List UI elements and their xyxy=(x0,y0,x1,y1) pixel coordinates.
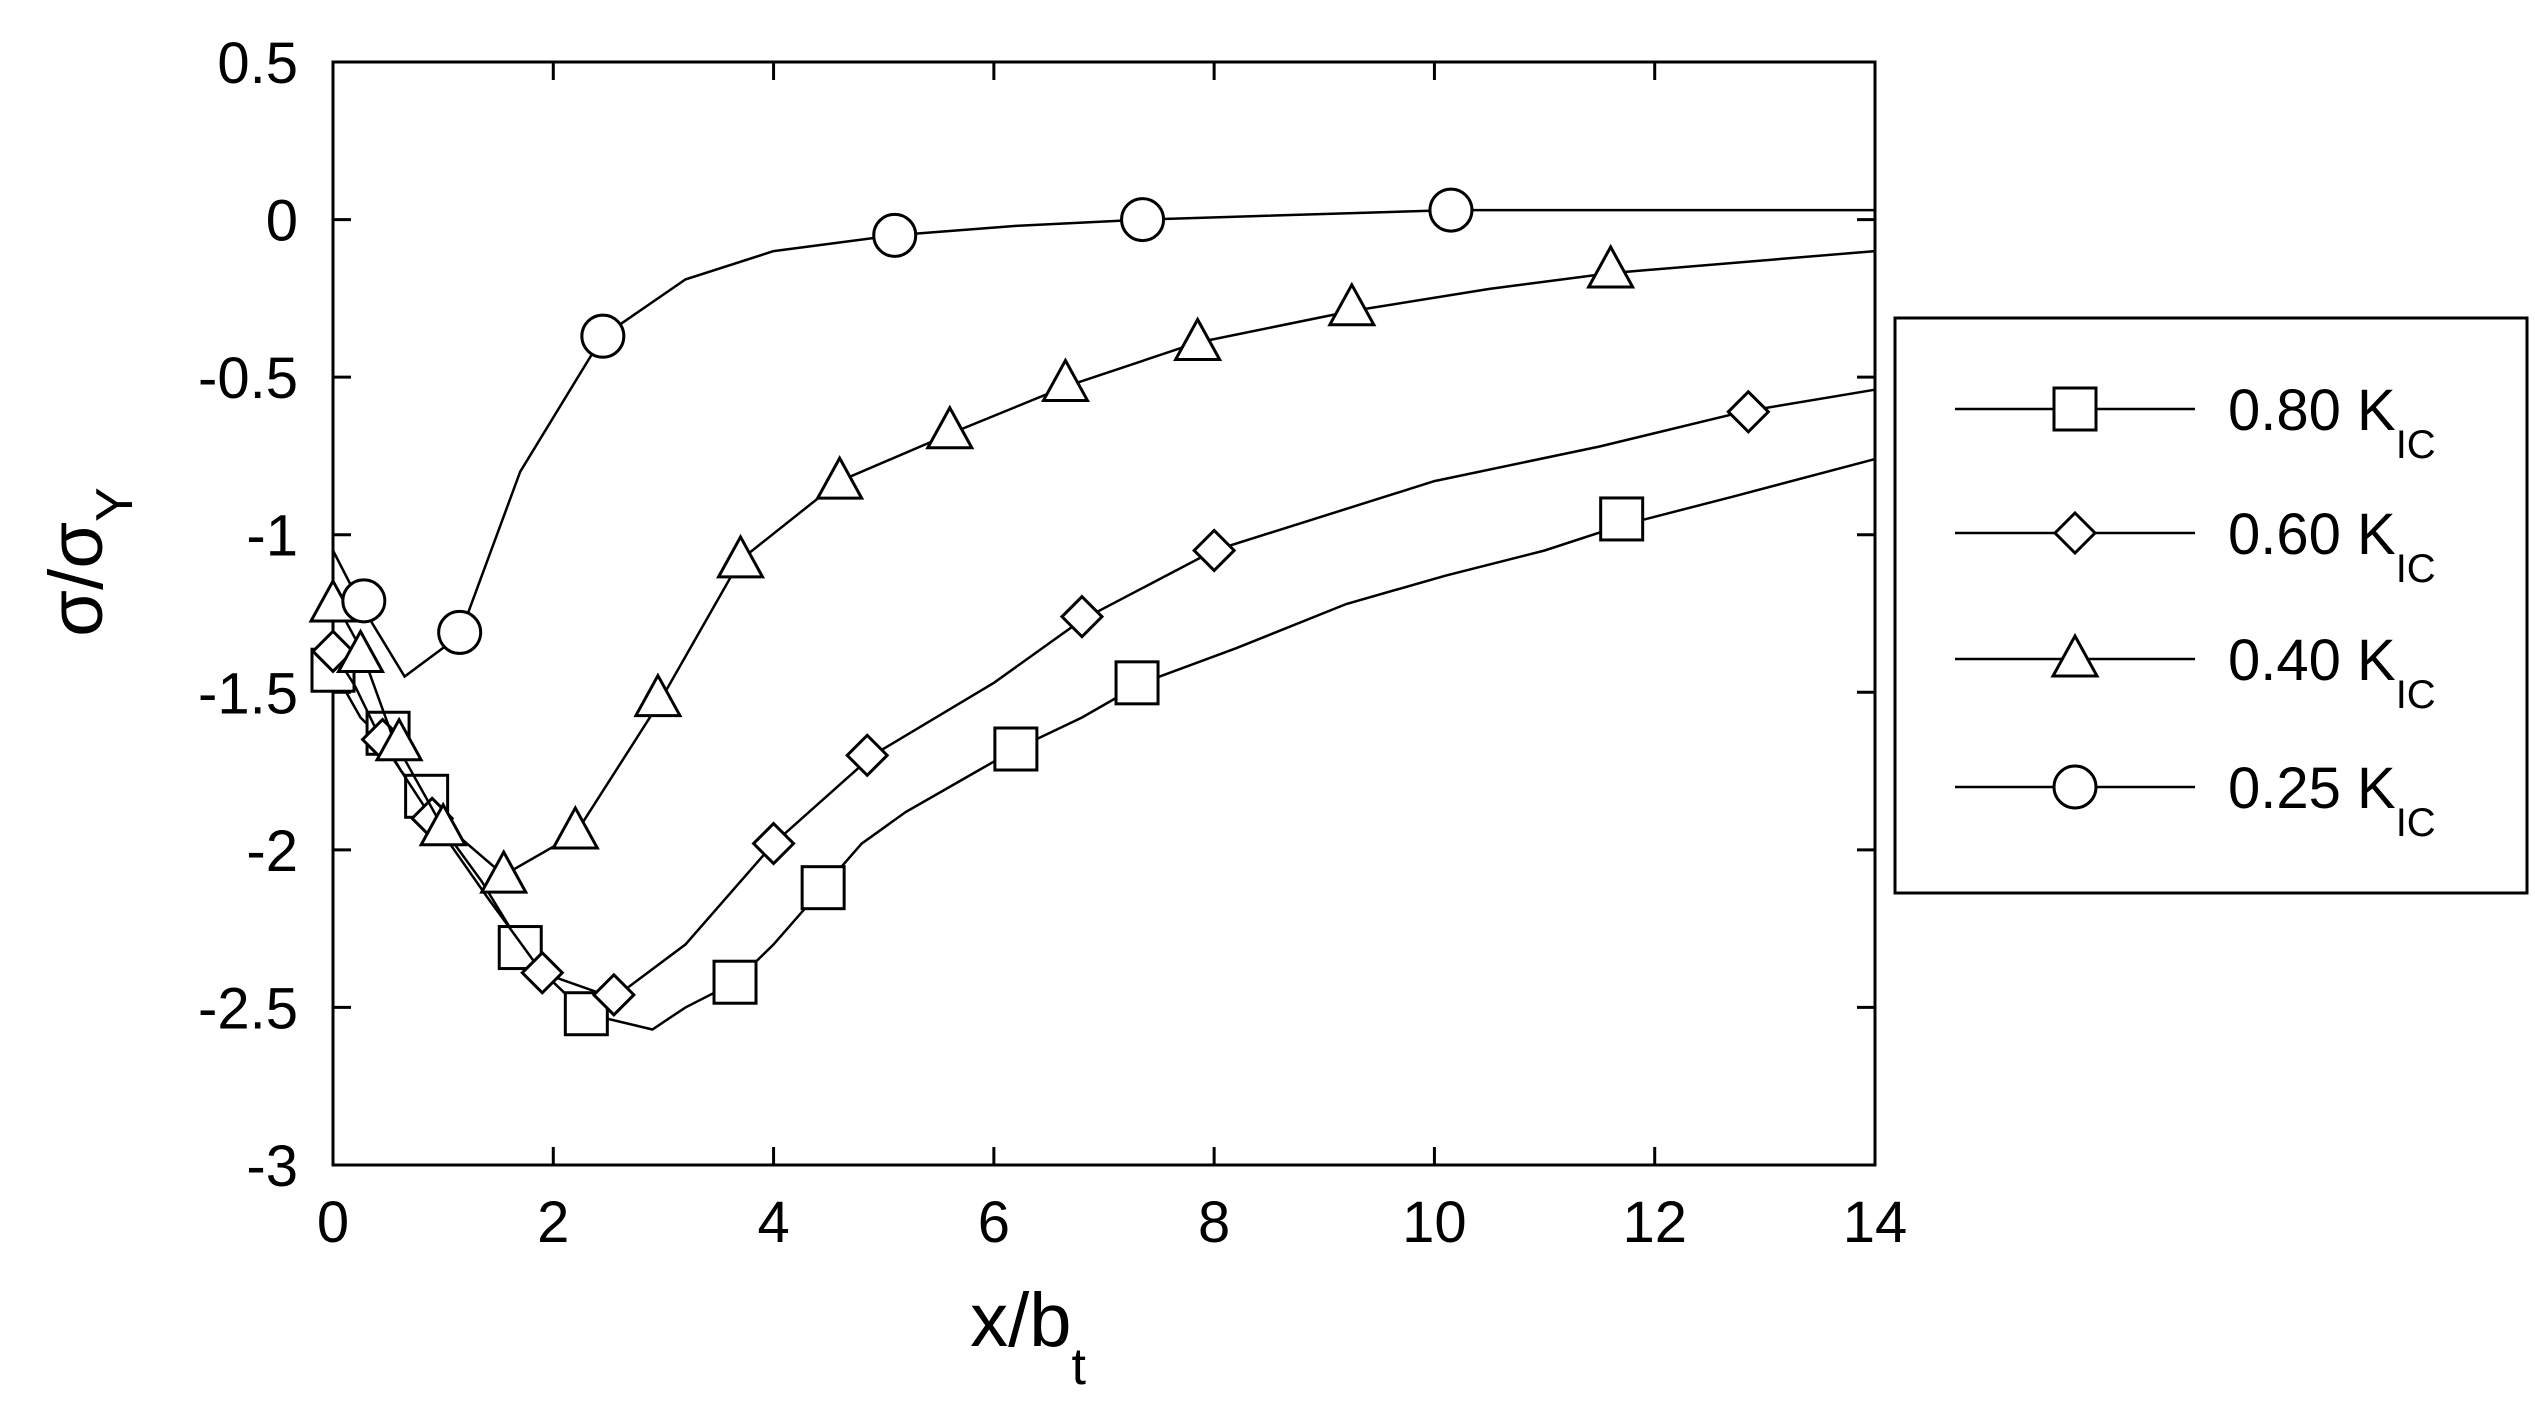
y-axis-label: σ/σY xyxy=(34,487,144,637)
legend-label-main: 0.40 K xyxy=(2228,628,2396,693)
diamond-marker xyxy=(591,972,636,1017)
diamond-marker xyxy=(845,733,890,778)
triangle-marker xyxy=(815,455,865,500)
legend-label-subscript: IC xyxy=(2396,547,2436,591)
x-tick-label: 14 xyxy=(1843,1190,1908,1255)
square-marker xyxy=(800,865,846,911)
series-line xyxy=(331,457,1876,1031)
series-triangle xyxy=(308,243,1876,894)
axis-ticks: 0 2 4 6 8 10 12 14 0.5 0 -0.5 -1 -1.5 -2 -2.5 -3 xyxy=(198,31,1907,1255)
triangle-marker xyxy=(1586,243,1636,289)
triangle-marker xyxy=(418,801,468,847)
x-tick-label: 4 xyxy=(757,1190,789,1255)
circle-marker xyxy=(341,578,387,624)
triangle-marker xyxy=(1040,357,1090,402)
legend-label-subscript: IC xyxy=(2396,801,2436,845)
x-tick-label: 8 xyxy=(1198,1190,1230,1255)
x-tick-label: 10 xyxy=(1402,1190,1467,1255)
triangle-marker xyxy=(479,848,529,894)
square-marker xyxy=(993,726,1039,772)
legend-label: 0.25 KIC xyxy=(2228,756,2436,845)
square-marker xyxy=(1599,496,1645,542)
triangle-marker xyxy=(374,716,424,762)
triangle-marker xyxy=(1327,281,1377,327)
series-circle xyxy=(331,187,1875,679)
y-tick-label: -1.5 xyxy=(198,661,298,726)
x-axis-label: x/bt xyxy=(970,1278,1086,1396)
series-layer xyxy=(308,187,1876,1037)
series-line xyxy=(331,388,1876,1000)
series-square xyxy=(310,457,1876,1037)
diamond-marker xyxy=(2052,510,2098,556)
series-line xyxy=(331,249,1876,877)
square-marker xyxy=(712,959,758,1005)
triangle-marker xyxy=(715,533,766,579)
y-axis-label-subscript: Y xyxy=(86,487,144,522)
y-tick-label: 0.5 xyxy=(217,31,298,96)
legend-label: 0.60 KIC xyxy=(2228,502,2436,591)
x-axis-label-subscript: t xyxy=(1071,1338,1086,1396)
y-tick-label: -0.5 xyxy=(198,346,298,411)
y-tick-label: -2.5 xyxy=(198,976,298,1041)
square-marker xyxy=(1114,660,1160,706)
diamond-marker xyxy=(1192,528,1237,573)
triangle-marker xyxy=(335,628,386,673)
legend-label-main: 0.80 K xyxy=(2228,378,2396,443)
circle-marker xyxy=(1120,197,1166,243)
legend-item: 0.60 KIC xyxy=(1955,502,2436,591)
legend-label-main: 0.25 K xyxy=(2228,756,2396,821)
triangle-marker xyxy=(633,672,683,718)
y-tick-label: -2 xyxy=(246,819,298,884)
x-tick-label: 6 xyxy=(978,1190,1010,1255)
legend-label-subscript: IC xyxy=(2396,423,2436,467)
y-tick-label: -3 xyxy=(246,1134,298,1199)
circle-marker xyxy=(872,212,918,258)
circle-marker xyxy=(2052,764,2098,810)
y-tick-label: 0 xyxy=(266,189,298,254)
circle-marker xyxy=(437,609,483,655)
legend-item: 0.80 KIC xyxy=(1955,378,2436,467)
triangle-marker xyxy=(1173,316,1223,361)
y-axis-label-main: σ/σ xyxy=(34,522,119,637)
x-tick-label: 0 xyxy=(317,1190,349,1255)
legend-label-subscript: IC xyxy=(2396,673,2436,717)
diamond-marker xyxy=(520,950,565,995)
circle-marker xyxy=(580,313,626,359)
legend-box xyxy=(1893,316,2529,895)
diamond-marker xyxy=(751,821,796,866)
triangle-marker xyxy=(2050,632,2100,678)
legend-label: 0.80 KIC xyxy=(2228,378,2436,467)
legend-item: 0.25 KIC xyxy=(1955,756,2436,845)
legend-label: 0.40 KIC xyxy=(2228,628,2436,717)
triangle-marker xyxy=(550,804,600,850)
diamond-marker xyxy=(1726,389,1771,434)
series-diamond xyxy=(310,388,1876,1017)
x-axis-label-main: x/b xyxy=(970,1278,1071,1363)
x-tick-label: 2 xyxy=(537,1190,569,1255)
square-marker xyxy=(497,925,543,971)
legend-item: 0.40 KIC xyxy=(1955,628,2436,717)
x-tick-label: 12 xyxy=(1622,1190,1687,1255)
series-line xyxy=(331,208,1875,679)
diamond-marker xyxy=(1059,594,1105,639)
triangle-marker xyxy=(925,404,975,450)
circle-marker xyxy=(1428,187,1474,233)
square-marker xyxy=(2052,386,2098,432)
legend-label-main: 0.60 K xyxy=(2228,502,2396,567)
y-tick-label: -1 xyxy=(246,504,298,569)
